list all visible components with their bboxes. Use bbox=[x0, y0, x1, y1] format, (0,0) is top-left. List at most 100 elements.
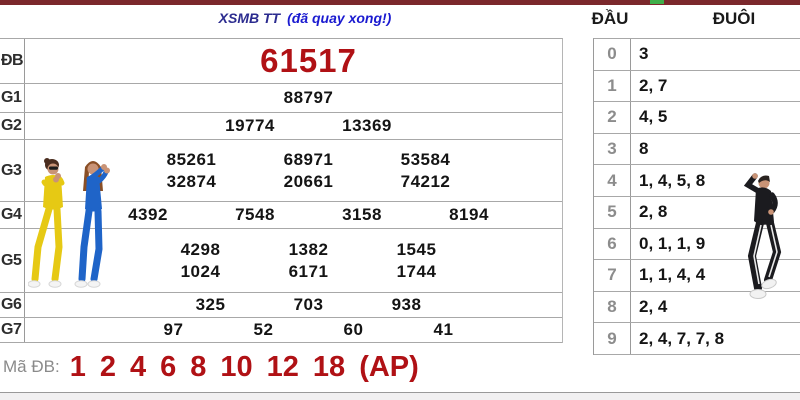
duoi-values: 2, 7 bbox=[639, 75, 668, 95]
dau-digit: 7 bbox=[594, 260, 631, 291]
prize-number: 74212 bbox=[400, 171, 451, 191]
dau-digit: 5 bbox=[594, 196, 631, 228]
table-row-g7: G7 97 52 60 41 bbox=[0, 318, 562, 343]
table-row-g3: G3 85261 68971 53584 32874 20661 74212 bbox=[0, 140, 562, 202]
prize-label-g5: G5 bbox=[0, 229, 25, 292]
prize-table: ĐB 61517 G1 88797 G2 19774 13369 bbox=[0, 38, 563, 343]
special-code: 6 bbox=[160, 350, 177, 383]
prize-values-g1: 88797 bbox=[25, 84, 562, 112]
special-code: 10 bbox=[220, 350, 253, 383]
dau-duoi-row: 2 4, 5 bbox=[594, 102, 800, 134]
prize-label-db: ĐB bbox=[0, 39, 25, 83]
duoi-values: 1, 1, 4, 4 bbox=[639, 265, 706, 285]
prize-values-g6: 325 703 938 bbox=[25, 293, 562, 317]
prize-number: 1024 bbox=[180, 261, 221, 281]
special-code: 4 bbox=[129, 350, 147, 383]
special-code: 18 bbox=[312, 350, 346, 383]
dau-digit: 3 bbox=[594, 133, 631, 165]
special-prize-number: 61517 bbox=[260, 42, 357, 79]
special-code-list: 1 2 4 6 8 10 12 18 (AP) bbox=[70, 351, 419, 384]
special-code-row: Mã ĐB: 1 2 4 6 8 10 12 18 (AP) bbox=[0, 342, 563, 392]
table-row-db: ĐB 61517 bbox=[0, 39, 562, 84]
prize-number: 325 bbox=[195, 295, 226, 314]
dau-duoi-row: 9 2, 4, 7, 7, 8 bbox=[594, 323, 800, 355]
table-row-g2: G2 19774 13369 bbox=[0, 113, 562, 140]
special-code: 1 bbox=[69, 350, 86, 383]
prize-values-db: 61517 bbox=[25, 39, 562, 83]
prize-number: 52 bbox=[253, 320, 274, 339]
special-code: 2 bbox=[99, 350, 116, 383]
page-title: XSMB TT (đã quay xong!) bbox=[150, 10, 460, 26]
dancer-right-image bbox=[743, 173, 782, 299]
special-code-label: Mã ĐB: bbox=[3, 357, 60, 376]
prize-number: 8194 bbox=[449, 205, 489, 224]
prize-number: 1545 bbox=[396, 239, 437, 259]
prize-label-g7: G7 bbox=[0, 318, 25, 342]
dau-digit: 4 bbox=[594, 165, 631, 196]
duoi-values: 0, 1, 1, 9 bbox=[639, 233, 706, 253]
prize-values-g4: 4392 7548 3158 8194 bbox=[25, 202, 562, 228]
dau-digit: 9 bbox=[594, 323, 631, 354]
green-marker bbox=[650, 0, 664, 4]
dancer-blue bbox=[74, 161, 110, 288]
prize-number: 68971 bbox=[283, 149, 334, 169]
prize-number: 703 bbox=[293, 295, 324, 314]
dau-digit: 1 bbox=[594, 70, 631, 102]
dau-duoi-row: 8 2, 4 bbox=[594, 291, 800, 324]
prize-label-g3: G3 bbox=[0, 140, 25, 201]
table-row-g1: G1 88797 bbox=[0, 84, 562, 113]
dau-duoi-row: 6 0, 1, 1, 9 bbox=[594, 228, 800, 261]
table-row-g6: G6 325 703 938 bbox=[0, 293, 562, 318]
special-code: (AP) bbox=[359, 350, 419, 383]
dau-duoi-table: 0 3 1 2, 7 2 4, 5 3 8 4 1, 4, 5, 8 5 2, … bbox=[593, 38, 800, 355]
dau-duoi-row: 3 8 bbox=[594, 133, 800, 166]
duoi-values: 4, 5 bbox=[639, 107, 668, 127]
dau-digit: 0 bbox=[594, 39, 631, 70]
prize-number: 4298 bbox=[180, 239, 221, 259]
dau-digit: 8 bbox=[594, 291, 631, 323]
prize-label-g6: G6 bbox=[0, 293, 25, 317]
special-code: 8 bbox=[190, 350, 207, 383]
duoi-values: 8 bbox=[639, 139, 649, 159]
dancer-black bbox=[743, 173, 782, 299]
prize-number: 1744 bbox=[396, 261, 437, 281]
prize-number: 85261 bbox=[166, 149, 217, 169]
special-code: 12 bbox=[266, 350, 299, 383]
dau-digit: 6 bbox=[594, 228, 631, 260]
dau-duoi-row: 4 1, 4, 5, 8 bbox=[594, 165, 800, 197]
prize-number: 41 bbox=[433, 320, 454, 339]
draw-title: XSMB TT bbox=[218, 10, 281, 26]
prize-number: 20661 bbox=[283, 171, 334, 191]
prize-number: 13369 bbox=[342, 116, 392, 135]
dau-column-header: ĐẦU bbox=[591, 9, 629, 28]
prize-number: 97 bbox=[163, 320, 184, 339]
bottom-divider bbox=[0, 392, 800, 400]
prize-number: 88797 bbox=[283, 88, 334, 107]
table-row-g4: G4 4392 7548 3158 8194 bbox=[0, 202, 562, 229]
prize-values-g3: 85261 68971 53584 32874 20661 74212 bbox=[25, 140, 562, 201]
table-row-g5: G5 4298 1382 1545 1024 6171 1744 bbox=[0, 229, 562, 293]
prize-number: 938 bbox=[391, 295, 422, 314]
prize-values-g7: 97 52 60 41 bbox=[25, 318, 562, 342]
dau-duoi-row: 7 1, 1, 4, 4 bbox=[594, 260, 800, 292]
prize-values-g2: 19774 13369 bbox=[25, 113, 562, 139]
prize-values-g5: 4298 1382 1545 1024 6171 1744 bbox=[25, 229, 562, 292]
prize-number: 6171 bbox=[288, 261, 329, 281]
duoi-values: 3 bbox=[639, 44, 649, 64]
duoi-values: 1, 4, 5, 8 bbox=[639, 170, 706, 190]
duoi-column-header: ĐUÔI bbox=[712, 9, 756, 28]
duoi-values: 2, 4 bbox=[639, 297, 668, 317]
draw-status: (đã quay xong!) bbox=[287, 10, 392, 26]
duoi-values: 2, 8 bbox=[639, 202, 668, 222]
prize-number: 53584 bbox=[400, 149, 451, 169]
prize-number: 4392 bbox=[128, 205, 168, 224]
dau-digit: 2 bbox=[594, 102, 631, 133]
prize-label-g1: G1 bbox=[0, 84, 25, 112]
prize-number: 1382 bbox=[288, 239, 329, 259]
prize-number: 7548 bbox=[235, 205, 275, 224]
dau-duoi-row: 0 3 bbox=[594, 39, 800, 71]
duoi-values: 2, 4, 7, 7, 8 bbox=[639, 328, 725, 348]
prize-number: 19774 bbox=[225, 116, 275, 135]
prize-number: 60 bbox=[343, 320, 364, 339]
